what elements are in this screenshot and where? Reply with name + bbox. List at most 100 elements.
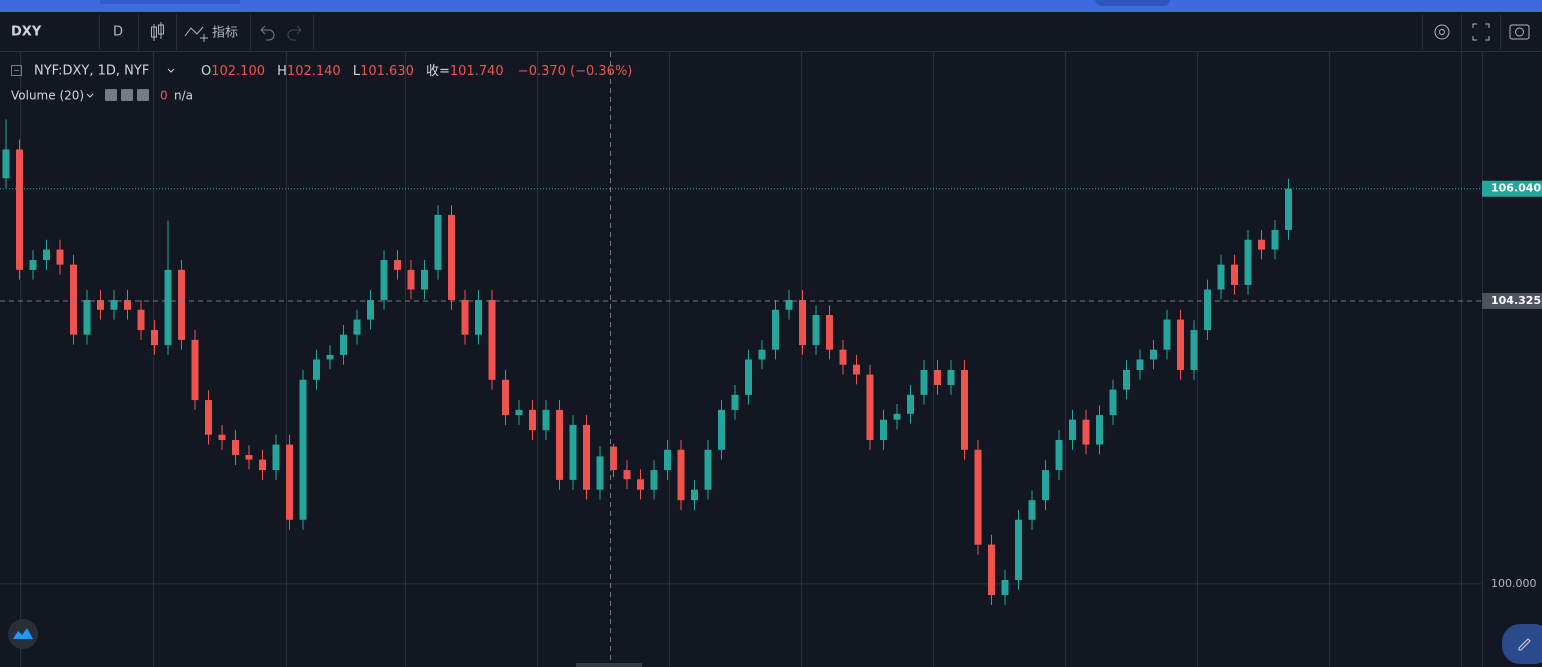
candle-body — [394, 260, 401, 270]
candle-body — [407, 269, 415, 290]
candle-body — [704, 449, 712, 490]
candle-body — [488, 299, 496, 380]
candle-body — [1042, 470, 1049, 501]
volume-extra: n/a — [174, 89, 193, 103]
plot-area — [0, 52, 1482, 667]
candle-body — [745, 359, 752, 395]
interval[interactable]: D — [113, 25, 123, 40]
o-key: O — [201, 64, 211, 79]
top-pill — [1095, 0, 1170, 6]
volume-title[interactable]: Volume (20) — [11, 89, 84, 103]
candle-body — [1231, 264, 1238, 285]
edit-button[interactable] — [1502, 624, 1542, 664]
candle-body — [1244, 239, 1252, 285]
settings-icon[interactable] — [1434, 24, 1450, 40]
candle-body — [812, 315, 820, 346]
candle-body — [907, 394, 914, 414]
snapshot-icon[interactable] — [1509, 24, 1530, 40]
series-title[interactable]: NYF:DXY, 1D, NYF — [34, 64, 149, 79]
candle-icon[interactable] — [151, 22, 164, 41]
candle-body — [691, 489, 698, 501]
candle-body — [340, 334, 347, 355]
candle-body — [974, 449, 982, 545]
candle-body — [286, 444, 293, 520]
candle-body — [731, 394, 739, 410]
c-key: 收= — [426, 64, 450, 79]
collapse-icon[interactable] — [11, 65, 22, 76]
candle-body — [97, 299, 104, 310]
candle-body — [1150, 349, 1157, 360]
candle-body — [596, 456, 604, 490]
indicators-button[interactable]: 指标 — [212, 26, 238, 41]
candle-body — [1055, 439, 1063, 471]
candle-body — [151, 330, 158, 346]
top-logo — [100, 0, 240, 4]
candle-body — [1109, 389, 1117, 416]
candle-body — [853, 364, 860, 375]
candle-body — [461, 299, 469, 335]
candle-body — [1271, 229, 1279, 250]
fullscreen-icon[interactable] — [1472, 23, 1490, 41]
candle-body — [205, 400, 212, 435]
candle-body — [448, 214, 455, 300]
indicator-icon[interactable] — [184, 26, 208, 42]
candle-body — [1285, 188, 1292, 230]
candle-body — [124, 299, 131, 310]
h-value: 102.140 — [287, 64, 341, 79]
candle-body — [623, 470, 631, 480]
last-price-label: 106.040 — [1491, 182, 1541, 195]
candle-body — [502, 379, 509, 416]
dropdown-caret[interactable] — [86, 93, 94, 98]
candle-body — [515, 409, 523, 416]
candle-body — [83, 299, 91, 335]
time-scroll — [576, 663, 642, 667]
candle-body — [529, 409, 536, 431]
candle-body — [934, 369, 941, 386]
crosshair-label: 104.325 — [1491, 294, 1541, 307]
candle-body — [1123, 369, 1130, 390]
remove-icon[interactable] — [137, 89, 149, 101]
toolbar: DXY D 指标 — [0, 14, 1542, 52]
candle-body — [299, 379, 307, 520]
candle-body — [785, 299, 793, 310]
candle-body — [2, 149, 10, 179]
candle-body — [16, 149, 23, 270]
candle-body — [542, 409, 550, 431]
settings-small-icon[interactable] — [121, 89, 133, 101]
candle-body — [380, 260, 388, 300]
candle-body — [947, 369, 955, 386]
dropdown-caret[interactable] — [167, 68, 175, 73]
candle-body — [1069, 419, 1076, 440]
candle-body — [353, 319, 361, 335]
candle-body — [637, 479, 644, 490]
candle-body — [1015, 519, 1022, 580]
candle-body — [1190, 330, 1198, 370]
l-key: L — [353, 64, 361, 79]
candle-body — [70, 264, 77, 335]
candle-body — [434, 214, 442, 270]
candle-body — [56, 249, 64, 265]
candle-body — [1177, 319, 1184, 370]
candle-body — [245, 455, 253, 460]
last-price-tag — [1482, 180, 1542, 197]
c-value: 101.740 — [450, 64, 504, 79]
candle-body — [664, 449, 671, 471]
y-tick-label: 100.000 — [1491, 577, 1537, 590]
candle-body — [1082, 419, 1090, 445]
hide-icon[interactable] — [105, 89, 117, 101]
crosshair-tag — [1482, 292, 1542, 309]
candle-body — [259, 459, 266, 471]
candle-body — [880, 419, 887, 440]
undo-icon[interactable] — [260, 25, 275, 41]
candle-body — [421, 269, 428, 290]
redo-icon[interactable] — [287, 25, 302, 41]
candle-body — [43, 249, 50, 261]
candle-body — [110, 299, 118, 310]
candle-body — [313, 359, 320, 380]
symbol[interactable]: DXY — [11, 25, 42, 40]
candle-body — [191, 339, 199, 401]
candle-body — [961, 369, 968, 450]
candle-body — [826, 315, 833, 350]
candle-body — [164, 269, 172, 346]
